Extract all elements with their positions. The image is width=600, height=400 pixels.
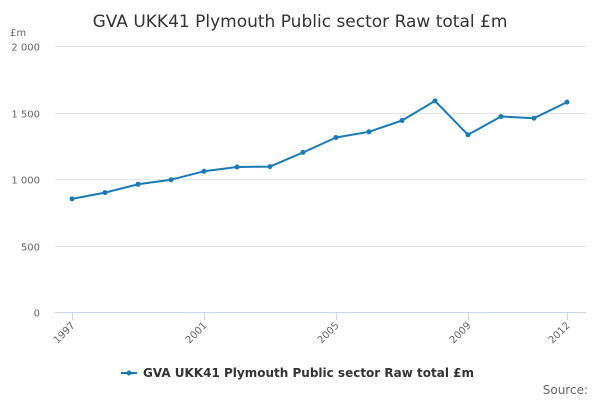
data-point[interactable] (432, 98, 438, 104)
y-tick-label: 0 (34, 309, 40, 320)
data-point[interactable] (498, 114, 504, 119)
data-point[interactable] (135, 181, 141, 187)
x-tick-label: 2005 (316, 320, 342, 346)
data-point[interactable] (201, 168, 207, 174)
series-line (71, 99, 568, 200)
data-point[interactable] (465, 132, 471, 138)
data-point[interactable] (168, 177, 174, 183)
x-tick-label: 2009 (448, 320, 474, 346)
source-label[interactable]: Source: (543, 383, 588, 397)
y-tick-label: 2 000 (11, 43, 40, 54)
x-tick-label: 1997 (52, 320, 78, 346)
x-axis-labels: 1997 2001 2005 2009 2012 (52, 312, 573, 346)
data-point[interactable] (267, 164, 273, 170)
legend-dot-marker (126, 370, 132, 376)
data-point[interactable] (564, 99, 570, 105)
y-tick-label: 1 500 (11, 110, 40, 121)
y-tick-label: 500 (21, 243, 40, 254)
data-point[interactable] (234, 164, 240, 170)
data-point[interactable] (531, 115, 537, 121)
y-axis-labels: 0 500 1 000 1 500 2 000 (11, 43, 40, 320)
x-tick-label: 2001 (184, 320, 210, 346)
gridlines (55, 46, 586, 247)
data-point[interactable] (300, 149, 306, 155)
chart-title: GVA UKK41 Plymouth Public sector Raw tot… (93, 12, 508, 32)
data-point[interactable] (102, 190, 108, 196)
data-point[interactable] (399, 118, 405, 123)
y-unit-label: £m (10, 28, 26, 39)
data-point[interactable] (333, 135, 339, 140)
series-group (69, 98, 570, 202)
legend[interactable]: GVA UKK41 Plymouth Public sector Raw tot… (121, 366, 474, 380)
y-tick-label: 1 000 (11, 176, 40, 187)
data-point[interactable] (69, 196, 75, 202)
legend-label: GVA UKK41 Plymouth Public sector Raw tot… (143, 366, 474, 380)
data-point[interactable] (366, 129, 372, 135)
x-tick-label: 2012 (547, 320, 573, 346)
